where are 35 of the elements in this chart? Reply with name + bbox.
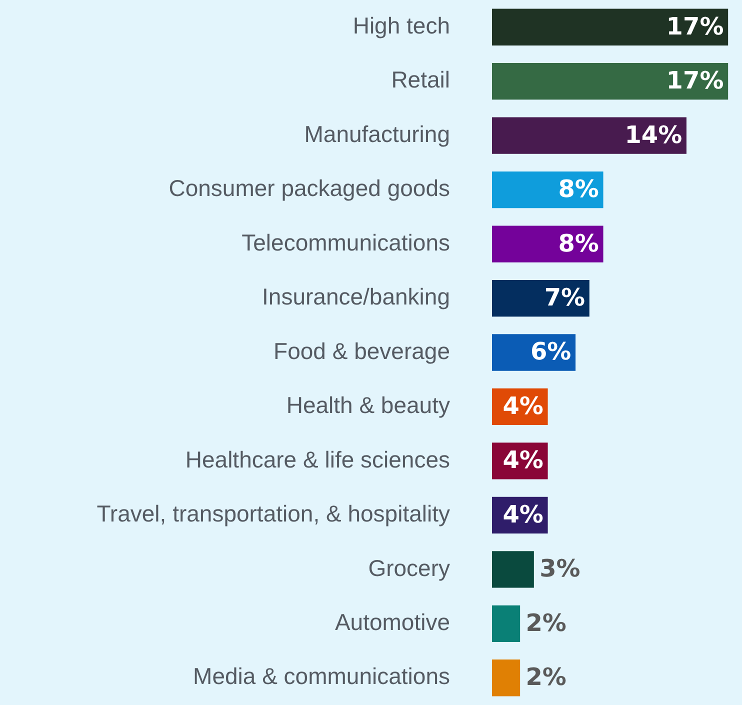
y-tick-label: Manufacturing (304, 120, 450, 147)
bar (492, 660, 520, 696)
data-label: 17% (666, 66, 724, 95)
data-label: 14% (624, 120, 682, 149)
data-label: 2% (526, 663, 566, 692)
y-tick-label: Automotive (334, 609, 450, 635)
bar (492, 63, 728, 100)
data-label: 6% (530, 338, 572, 366)
y-tick-label: Telecommunications (242, 229, 450, 256)
bar (492, 551, 534, 588)
data-label: 17% (666, 12, 724, 40)
y-tick-label: Healthcare & life sciences (185, 446, 450, 472)
data-label: 3% (540, 554, 580, 583)
y-tick-label: High tech (352, 12, 450, 38)
y-tick-label: Consumer packaged goods (168, 175, 450, 202)
y-tick-label: Food & beverage (274, 338, 450, 364)
bar (492, 117, 686, 154)
bar (492, 226, 604, 262)
bar (492, 171, 604, 208)
data-label: 8% (558, 175, 599, 204)
data-label: 4% (502, 392, 544, 420)
y-tick-label: Grocery (368, 554, 450, 581)
data-label: 4% (502, 446, 544, 474)
data-label: 8% (558, 229, 599, 258)
data-label: 2% (526, 608, 566, 637)
data-label: 4% (502, 500, 544, 528)
y-tick-label: Retail (391, 66, 450, 93)
bar (492, 605, 520, 642)
bar (492, 8, 728, 46)
y-tick-label: Health & beauty (286, 392, 450, 418)
y-tick-label: Insurance/banking (262, 284, 450, 310)
bar (492, 280, 590, 317)
y-tick-label: Travel, transportation, & hospitality (96, 500, 450, 527)
y-tick-label: Media & communications (193, 663, 450, 690)
data-label: 7% (544, 284, 586, 312)
